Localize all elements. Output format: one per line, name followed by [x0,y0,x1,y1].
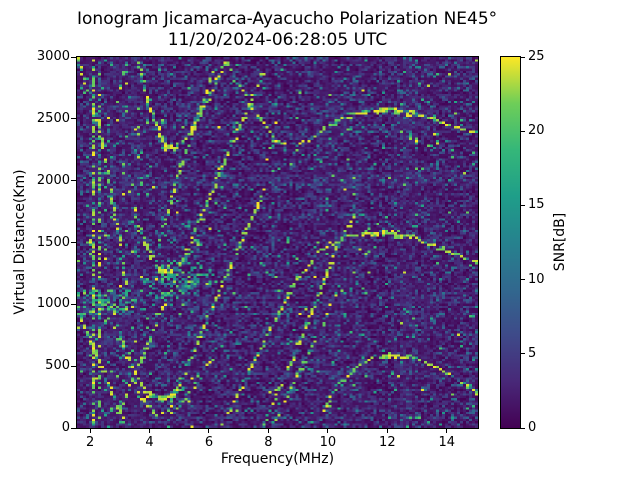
y-tick-mark [71,242,76,243]
y-tick-mark [71,180,76,182]
colorbar-tick-label: 5 [528,345,537,361]
y-tick-label: 1500 [36,234,70,250]
x-tick-label: 12 [379,435,396,450]
colorbar-tick-mark [521,279,525,281]
y-tick-label: 1000 [36,296,70,312]
x-tick-label: 14 [438,435,456,450]
x-tick-mark [208,429,210,433]
colorbar-tick-label: 0 [528,420,537,435]
y-tick-mark [71,56,76,58]
colorbar-tick-mark [521,204,525,206]
ionogram-heatmap [77,57,478,428]
y-tick-label: 500 [45,358,70,374]
y-tick-mark [71,365,76,367]
x-tick-mark [89,429,91,433]
colorbar-tick-mark [521,353,525,355]
y-tick-label: 2500 [36,110,70,126]
y-tick-label: 2000 [36,172,70,188]
x-tick-mark [327,429,329,433]
colorbar-tick-label: 10 [528,271,545,287]
y-tick-mark [71,303,76,305]
y-tick-label: 0 [61,420,70,435]
x-tick-mark [386,429,388,433]
colorbar-tick-label: 15 [528,197,545,213]
x-tick-mark [149,429,151,433]
x-tick-label: 10 [319,435,337,450]
colorbar-label: SNR[dB] [552,212,568,272]
y-tick-mark [71,118,76,120]
x-tick-label: 4 [145,435,154,450]
plot-title: Ionogram Jicamarca-Ayacucho Polarization… [77,9,498,29]
x-tick-mark [446,429,448,433]
y-tick-label: 3000 [36,49,70,64]
colorbar [500,56,521,429]
x-tick-label: 8 [264,435,273,450]
colorbar-tick-label: 25 [528,49,545,64]
colorbar-tick-mark [521,130,525,132]
x-tick-label: 2 [85,435,95,450]
x-axis-label: Frequency(MHz) [220,451,335,467]
colorbar-tick-mark [521,427,525,429]
colorbar-tick-label: 20 [528,123,545,139]
colorbar-tick-mark [521,56,525,58]
plot-area [76,56,479,429]
x-tick-mark [267,429,269,433]
y-tick-mark [71,427,76,429]
plot-subtitle: 11/20/2024-06:28:05 UTC [167,30,388,50]
x-tick-label: 6 [204,435,214,450]
